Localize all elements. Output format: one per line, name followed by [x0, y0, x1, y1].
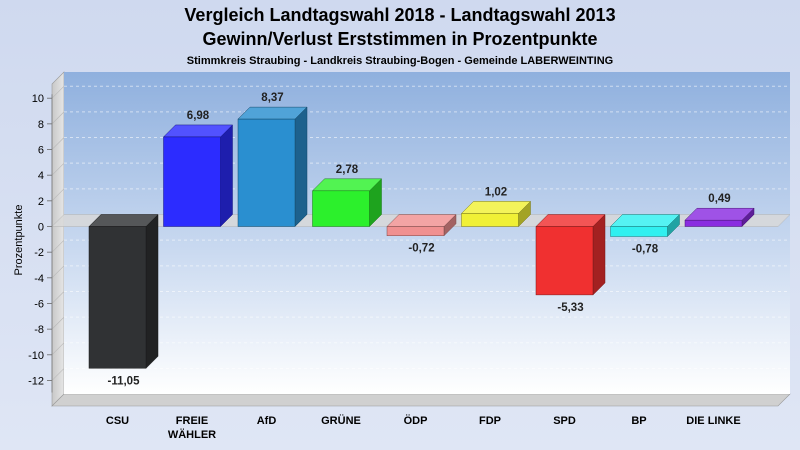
y-tick-label: -2 [34, 247, 44, 259]
y-tick-label: -6 [34, 298, 44, 310]
y-tick-label: -4 [34, 273, 44, 285]
y-axis: 10 8 6 4 2 0 -2 -4 -6 -8 -10 -12 [28, 93, 53, 393]
bar-side [592, 213, 606, 296]
bar-top [311, 178, 383, 192]
plot-floor [51, 393, 791, 407]
gridline-side [51, 162, 65, 176]
gridline-side [51, 316, 65, 330]
gridline-side [51, 239, 65, 253]
bar-front [535, 226, 594, 296]
x-tick-label: FDP [479, 415, 501, 427]
bar-top [88, 214, 159, 227]
chart-subtitle: Gewinn/Verlust Erststimmen in Prozentpun… [202, 29, 597, 49]
data-label: -11,05 [108, 375, 141, 387]
bar-top [237, 106, 308, 120]
bar-top [460, 201, 532, 214]
x-tick-label: DIE LINKE [686, 415, 740, 427]
gridline-side [51, 368, 65, 381]
y-tick-label: -12 [28, 375, 44, 387]
bar-front [312, 190, 370, 227]
gridline-side [51, 137, 65, 150]
chart-title: Vergleich Landtagswahl 2018 - Landtagswa… [184, 5, 615, 25]
bar-front [163, 136, 221, 227]
bar [460, 200, 532, 228]
gridline-side [51, 111, 65, 125]
x-tick-label: AfD [257, 415, 277, 427]
bar-front [386, 226, 445, 236]
y-tick-label: 10 [32, 93, 44, 105]
gridline-side [51, 291, 65, 304]
bar-side [220, 124, 233, 228]
x-axis-categories: CSU FREIE WÄHLER AfD GRÜNE ÖDP FDP SPD BP DIE LIN… [106, 414, 741, 441]
bar [535, 213, 606, 296]
x-tick-label: FREIE WÄHLER [168, 415, 216, 441]
y-tick-label: 4 [38, 170, 44, 182]
y-axis-label: Prozentpunkte [13, 205, 25, 276]
data-label: 0,49 [708, 193, 730, 205]
bar-top [162, 124, 234, 138]
bar-top [535, 214, 606, 227]
data-label: 1,02 [485, 186, 507, 198]
bar-top [386, 214, 457, 227]
bar-side [145, 213, 159, 369]
gridline-side [51, 188, 65, 202]
bar-front [461, 213, 519, 227]
data-label: 6,98 [187, 110, 210, 122]
bar [311, 178, 383, 228]
gridline-side [51, 342, 65, 356]
y-tick-label: 6 [38, 145, 44, 157]
bar-side [294, 106, 308, 228]
chart-region-caption: Stimmkreis Straubing - Landkreis Straubi… [187, 55, 613, 67]
y-tick-label: 8 [38, 119, 44, 131]
bars: -11,05 6,98 8,37 2,78 -0,72 1,02 -5,33 -0,78 0,4… [88, 92, 755, 387]
data-label: 8,37 [261, 92, 283, 104]
bar [609, 213, 681, 238]
y-tick-label: 2 [38, 196, 44, 208]
data-label: -0,78 [632, 244, 659, 256]
bar [162, 124, 234, 228]
x-tick-label: BP [631, 415, 646, 427]
bar-front [237, 118, 296, 227]
bar [684, 207, 755, 228]
data-label: -5,33 [557, 302, 583, 314]
data-label: 2,78 [336, 164, 359, 176]
bar-front [684, 219, 743, 227]
x-tick-label: GRÜNE [321, 414, 361, 427]
x-tick-label: CSU [106, 415, 129, 427]
gridline-side [51, 265, 65, 279]
data-label: -0,72 [408, 243, 434, 255]
y-tick-label: -10 [28, 350, 44, 362]
bar [88, 213, 159, 369]
x-tick-label: SPD [553, 415, 576, 427]
bar [386, 213, 457, 237]
bar [237, 106, 308, 228]
y-tick-label: -8 [34, 324, 44, 336]
x-tick-label: ÖDP [404, 414, 428, 427]
bar-front [88, 226, 147, 369]
gridline-side [51, 85, 65, 99]
bar-top [684, 207, 755, 221]
bar-front [610, 226, 668, 237]
y-tick-label: 0 [38, 222, 44, 234]
bar-top [609, 214, 681, 227]
